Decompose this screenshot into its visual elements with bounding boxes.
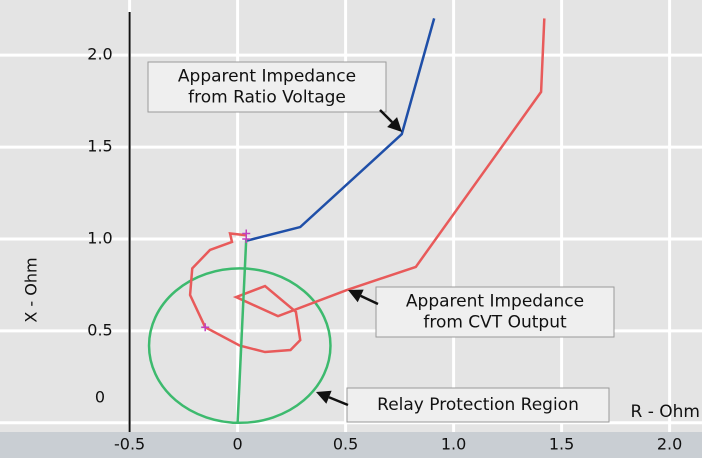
x-tick-label: 1.0 [441, 435, 466, 454]
y-tick-label: 1.0 [87, 228, 112, 247]
x-axis-label: R - Ohm [631, 402, 700, 422]
annotation-text: from Ratio Voltage [188, 88, 346, 108]
series-line [245, 18, 436, 243]
y-tick-label: 0.5 [87, 320, 112, 339]
y-tick-label: 2.0 [87, 45, 112, 64]
y-tick-label: 0 [95, 388, 105, 407]
annotation-text: Apparent Impedance [178, 67, 356, 87]
annotation-arrow [328, 396, 349, 407]
series-line [236, 238, 248, 423]
x-tick-label: 0 [233, 435, 243, 454]
annotation-box [375, 286, 615, 338]
y-tick-label: 1.5 [87, 137, 112, 156]
protection-circle [147, 267, 332, 425]
marker [242, 234, 251, 243]
x-tick-label: 2.0 [657, 435, 682, 454]
annotation-arrow [360, 294, 379, 306]
x-axis-band [0, 432, 702, 458]
annotation-arrow [379, 109, 393, 123]
annotation-text: Apparent Impedance [406, 292, 584, 312]
x-tick-label: 1.5 [549, 435, 574, 454]
series-line [188, 18, 546, 354]
annotation-arrowhead [387, 117, 402, 132]
x-tick-label: 0.5 [333, 435, 358, 454]
annotation-arrowhead [348, 289, 364, 303]
marker [201, 323, 210, 332]
x-tick-label: -0.5 [114, 435, 145, 454]
annotation-text: Relay Protection Region [377, 395, 579, 415]
annotation-box [346, 387, 610, 423]
annotation-arrowhead [316, 390, 332, 404]
y-axis-label: X - Ohm [22, 257, 41, 322]
annotation-text: from CVT Output [423, 313, 567, 333]
annotation-box [147, 61, 387, 113]
